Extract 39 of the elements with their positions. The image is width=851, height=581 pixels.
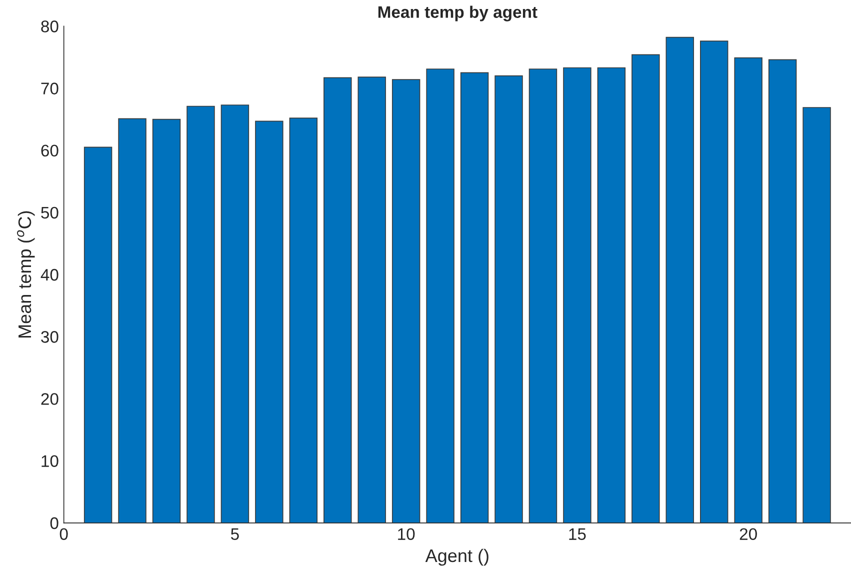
x-tick-label: 20 [740,528,757,540]
y-tick-label: 50 [41,206,58,219]
y-tick-label: 60 [41,144,58,157]
x-tick-label: 5 [230,528,239,540]
bar [255,120,284,523]
y-tick-label: 10 [42,455,58,468]
bar [494,75,523,523]
bar [700,40,728,523]
y-tick-label: 20 [41,393,58,405]
y-tick-label: 80 [41,20,58,32]
y-tick-label: 30 [41,331,58,343]
x-tick-label: 15 [569,528,586,540]
bar [563,67,592,523]
x-tick-label: 10 [398,528,415,540]
bar [118,118,146,523]
bar [632,54,660,523]
bar [392,79,420,523]
bar [324,77,352,523]
x-tick-label: 0 [60,528,68,540]
bar [734,57,762,523]
bar [597,67,626,523]
bar [220,104,250,523]
bar [152,118,181,523]
bar [528,68,558,523]
bar [84,146,112,523]
bar [358,76,386,523]
bar [186,106,215,523]
y-tick-label: 0 [50,517,58,530]
bar [460,72,489,523]
y-axis-title: Mean temp ($^{o}$C) [16,211,35,338]
x-axis-title: Agent () [425,548,488,566]
bar [802,107,831,523]
bar [768,59,797,523]
chart-title: Mean temp by agent [378,6,538,22]
bar [289,118,318,523]
y-tick-label: 70 [41,82,58,94]
bar [666,36,694,523]
bar [426,68,454,523]
y-tick-label: 40 [40,268,58,281]
